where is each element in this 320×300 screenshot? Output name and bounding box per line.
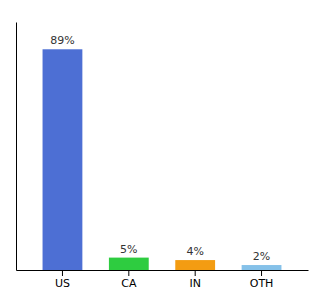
x-tick-mark: [128, 270, 129, 276]
plot: US CA IN OTH 89% 5% 4% 2%: [17, 23, 309, 290]
bar: [175, 260, 215, 270]
x-tick: US: [55, 270, 70, 290]
x-axis-line: [17, 270, 309, 271]
data-label: 5%: [120, 243, 137, 256]
chart: US CA IN OTH 89% 5% 4% 2%: [0, 0, 320, 300]
bars: [43, 49, 282, 270]
x-tick-label: CA: [121, 277, 137, 290]
x-axis: US CA IN OTH: [17, 270, 309, 290]
x-tick: CA: [121, 270, 137, 290]
data-label: 4%: [186, 245, 203, 258]
bar: [43, 49, 83, 270]
x-tick-mark: [62, 270, 63, 276]
y-axis: [16, 23, 17, 271]
x-tick-label: IN: [189, 277, 200, 290]
x-tick-mark: [261, 270, 262, 276]
x-tick-label: US: [55, 277, 70, 290]
bar: [109, 258, 149, 270]
data-label: 2%: [253, 250, 270, 263]
x-tick-label: OTH: [250, 277, 274, 290]
data-label: 89%: [50, 34, 74, 47]
x-tick: IN: [189, 270, 200, 290]
x-tick-mark: [195, 270, 196, 276]
data-labels: 89% 5% 4% 2%: [50, 34, 270, 263]
x-tick: OTH: [250, 270, 274, 290]
y-axis-line: [16, 23, 17, 271]
bar: [242, 265, 282, 270]
